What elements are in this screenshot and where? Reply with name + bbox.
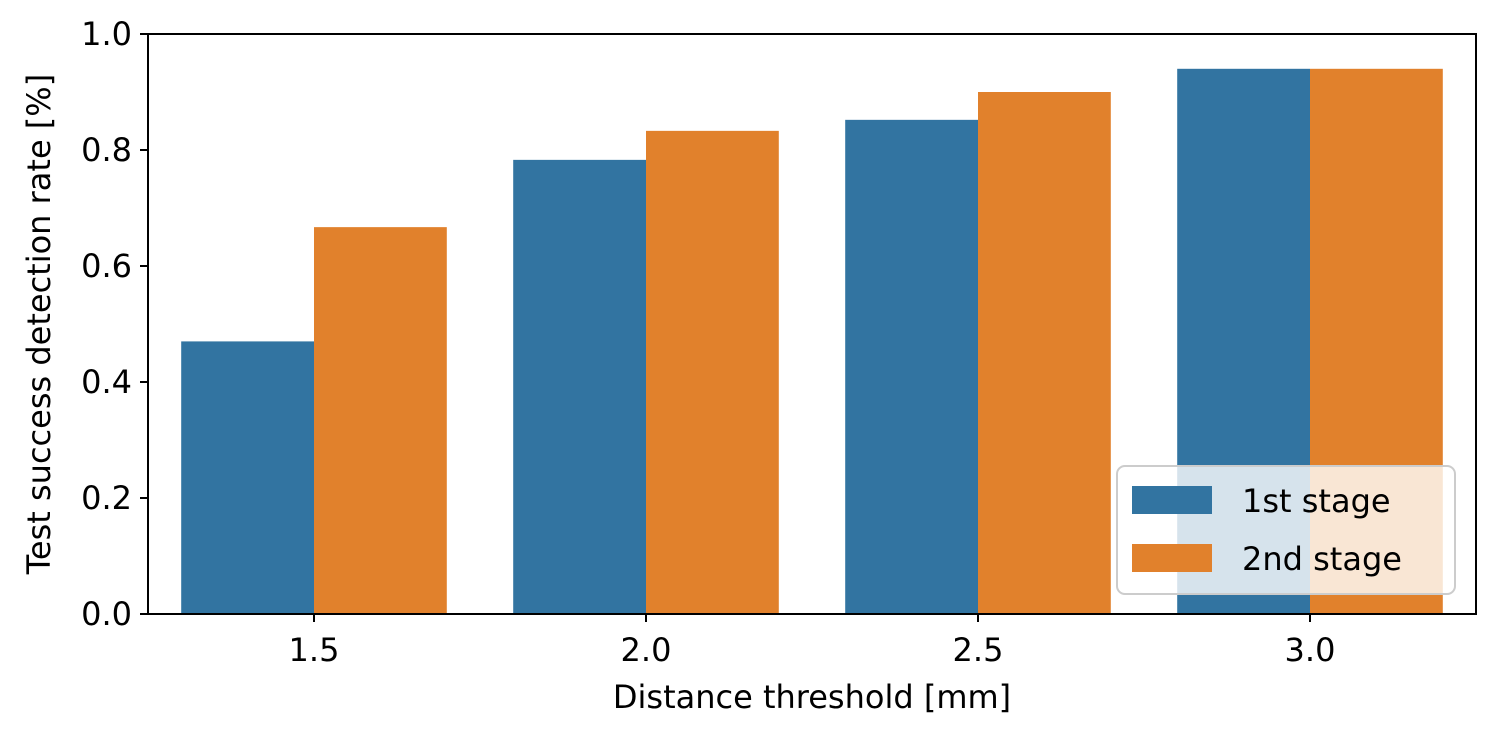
x-axis: 1.5 2.0 2.5 3.0	[289, 614, 1336, 669]
y-tick-label: 0.4	[81, 363, 132, 401]
axes-layer	[147, 33, 1477, 615]
legend-label: 1st stage	[1242, 482, 1391, 520]
bar-1st-stage-2.0	[513, 159, 646, 615]
x-axis-title: Distance threshold [mm]	[613, 678, 1011, 716]
bar-1st-stage-1.5	[181, 341, 314, 614]
legend-label: 2nd stage	[1242, 540, 1402, 578]
legend: 1st stage 2nd stage	[1116, 465, 1456, 595]
y-tick-label: 0.2	[81, 479, 132, 517]
y-axis: 0.0 0.2 0.4 0.6 0.8 1.0	[81, 15, 148, 633]
bar-2nd-stage-2.5	[978, 92, 1111, 614]
bar-1st-stage-2.5	[845, 119, 978, 614]
x-tick-label: 1.5	[289, 631, 340, 669]
y-axis-title: Test success detection rate [%]	[20, 74, 58, 575]
y-tick-label: 0.0	[81, 595, 132, 633]
x-tick-label: 2.0	[621, 631, 672, 669]
x-tick-label: 3.0	[1285, 631, 1336, 669]
y-tick-label: 0.8	[81, 131, 132, 169]
y-tick-label: 1.0	[81, 15, 132, 53]
plot-frame	[147, 33, 1477, 615]
y-tick-label: 0.6	[81, 247, 132, 285]
legend-swatch	[1132, 544, 1212, 572]
bar-2nd-stage-1.5	[314, 227, 447, 614]
x-tick-label: 2.5	[953, 631, 1004, 669]
bar-2nd-stage-2.0	[646, 130, 779, 615]
legend-swatch	[1132, 486, 1212, 514]
